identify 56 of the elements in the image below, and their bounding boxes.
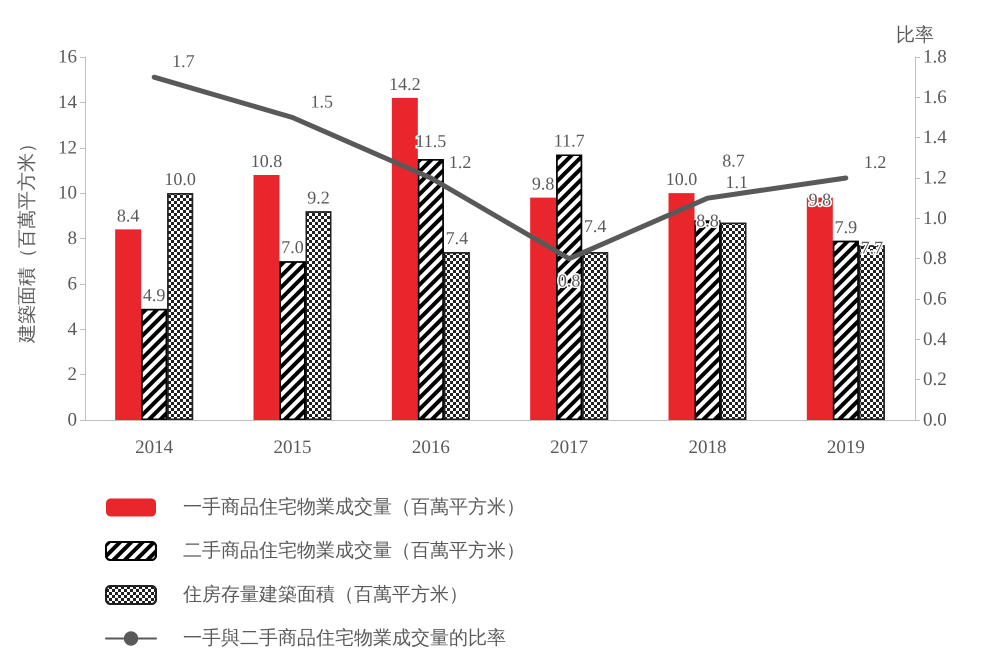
- y2-axis-title: 比率: [896, 24, 934, 46]
- data-label: 1.2: [864, 152, 886, 172]
- data-label: 7.4: [584, 216, 606, 236]
- y-axis-title: 建築面積（百萬平方米）: [16, 134, 38, 344]
- x-tick-label: 2014: [135, 437, 174, 458]
- x-tick-label: 2017: [550, 437, 588, 458]
- data-label: 1.2: [448, 152, 472, 172]
- y2-tick-label: 0.0: [923, 410, 947, 430]
- y2-tick-label: 1.4: [923, 127, 948, 148]
- bar: [392, 98, 418, 420]
- y-tick-label: 4: [68, 318, 78, 340]
- x-tick-label: 2019: [826, 437, 865, 458]
- data-label: 1.5: [310, 92, 333, 112]
- x-tick-label: 2016: [412, 437, 450, 458]
- bar: [668, 193, 694, 420]
- legend-label: 一手與二手商品住宅物業成交量的比率: [183, 627, 506, 649]
- y-tick-label: 6: [68, 273, 77, 294]
- y2-tick-label: 1.0: [923, 208, 947, 229]
- data-label: 10.0: [164, 169, 196, 190]
- y-tick-label: 2: [68, 364, 77, 386]
- y-tick-label: 0: [68, 410, 77, 430]
- data-label: 7.9: [834, 216, 858, 237]
- data-label: 9.2: [307, 187, 330, 208]
- legend-label: 住房存量建築面積（百萬平方米）: [182, 584, 468, 606]
- y-tick-label: 12: [58, 137, 77, 158]
- data-label: 8.4: [116, 205, 140, 226]
- data-label: 10.0: [666, 169, 698, 190]
- y2-tick-label: 1.8: [923, 46, 947, 68]
- bar: [530, 198, 556, 420]
- data-label: 10.8: [250, 150, 282, 171]
- bar: [115, 229, 142, 420]
- x-tick-label: 2015: [274, 437, 312, 458]
- y2-tick-label: 0.4: [923, 328, 948, 350]
- y-tick-label: 16: [58, 46, 77, 68]
- data-label: 14.2: [389, 74, 421, 94]
- x-tick-label: 2018: [688, 437, 726, 458]
- y2-tick-label: 0.6: [923, 288, 947, 310]
- data-label: 1.1: [726, 172, 748, 192]
- y-tick-label: 14: [58, 92, 78, 113]
- data-label: 9.8: [532, 174, 554, 194]
- y2-tick-label: 0.2: [923, 369, 947, 390]
- legend-label: 一手商品住宅物業成交量（百萬平方米）: [183, 496, 525, 518]
- bar: [254, 174, 280, 420]
- y2-tick-label: 1.6: [923, 86, 947, 108]
- data-label: 11.7: [554, 130, 585, 151]
- y2-tick-label: 0.8: [923, 248, 947, 270]
- legend-label: 二手商品住宅物業成交量（百萬平方米）: [183, 540, 525, 562]
- y2-tick-label: 1.2: [923, 168, 947, 188]
- data-label: 0.8: [558, 270, 580, 291]
- data-label: 7.0: [281, 237, 304, 258]
- y-tick-label: 10: [58, 182, 77, 204]
- data-label: 1.7: [172, 51, 195, 72]
- data-label: 4.9: [142, 284, 166, 305]
- data-label: 7.4: [446, 228, 468, 248]
- data-label: 8.7: [722, 150, 745, 171]
- y-tick-label: 8: [68, 228, 77, 249]
